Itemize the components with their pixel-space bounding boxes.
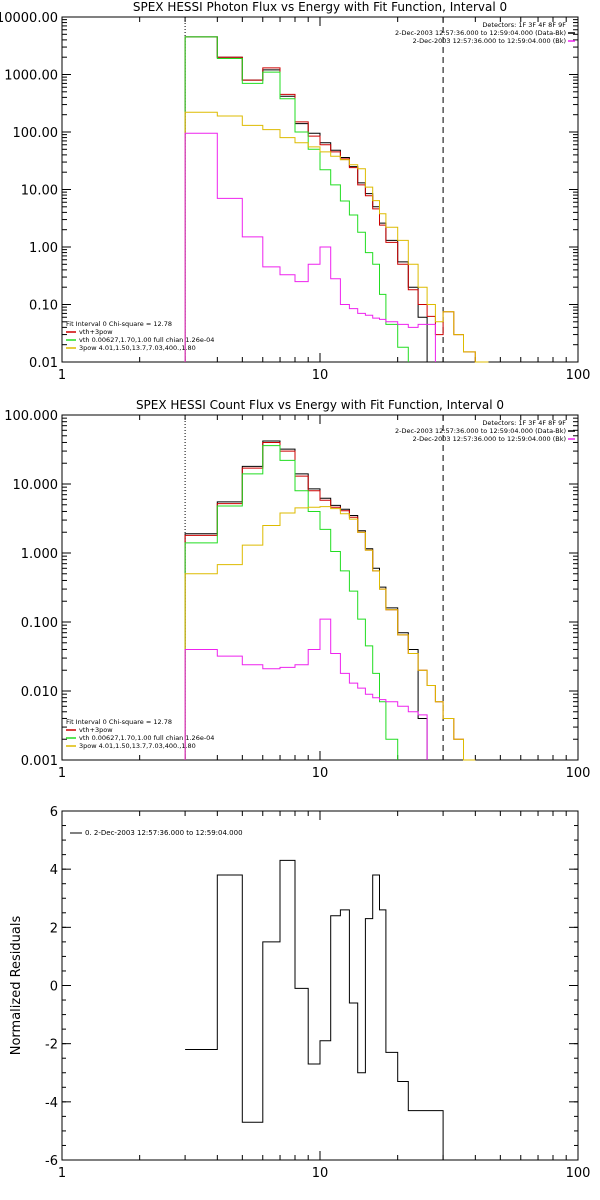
y-axis-label: Normalized Residuals bbox=[9, 916, 24, 1056]
residual-legend-label: 0. 2-Dec-2003 12:57:36.000 to 12:59:04.0… bbox=[85, 829, 243, 837]
y-tick-label: 10.000 bbox=[13, 478, 59, 493]
fit-legend-header: Fit Interval 0 Chi-square = 12.78 bbox=[66, 718, 172, 726]
y-tick-label: 0.100 bbox=[21, 616, 58, 631]
series-background-line bbox=[184, 132, 436, 362]
chart-panel-2: SPEX HESSI Count Flux vs Energy with Fit… bbox=[4, 398, 590, 781]
series-total-line bbox=[184, 36, 428, 362]
fit-legend-label: 3pow 4.01,1.50,13.7,7.03,400.,1.80 bbox=[79, 742, 196, 750]
chart-panel-3: 1 10 100 -6 -4 -2 0 2 4 6 Normalized Residuals 0. 2… bbox=[9, 805, 590, 1181]
series-3pow-line bbox=[184, 506, 476, 761]
y-tick-label: 100.00 bbox=[13, 126, 59, 141]
x-tick-label: 10 bbox=[312, 766, 329, 781]
y-tick-label: 100.000 bbox=[4, 409, 58, 424]
y-tick-label: 4 bbox=[50, 863, 58, 878]
y-tick-label: 1.00 bbox=[29, 241, 58, 256]
y-tick-label: 0.01 bbox=[29, 356, 58, 371]
y-tick-label: 0.10 bbox=[29, 299, 58, 314]
series-3pow-line bbox=[184, 111, 489, 363]
plot-frame bbox=[61, 414, 579, 761]
y-tick-label: 0.001 bbox=[21, 754, 58, 769]
y-tick-label: 0 bbox=[50, 980, 58, 995]
fit-legend-label: vth 0.00627,1.70,1.00 full chian 1.26e-0… bbox=[79, 734, 214, 742]
fit-legend-label: vth 0.00627,1.70,1.00 full chian 1.26e-0… bbox=[79, 336, 214, 344]
info-line: 2-Dec-2003 12:57:36.000 to 12:59:04.000 … bbox=[413, 435, 566, 443]
series-total-line bbox=[184, 440, 436, 761]
series-vth_plus_3pow-line bbox=[184, 442, 476, 761]
chart-title: SPEX HESSI Count Flux vs Energy with Fit… bbox=[136, 398, 504, 412]
series-vth-line bbox=[184, 36, 409, 362]
y-tick-label: 2 bbox=[50, 921, 58, 936]
y-tick-label: 10.00 bbox=[21, 184, 58, 199]
info-line: 2-Dec-2003 12:57:36.000 to 12:59:04.000 … bbox=[395, 427, 566, 435]
y-tick-label: 6 bbox=[50, 805, 58, 820]
series-background-line bbox=[184, 618, 428, 760]
series-total-line bbox=[185, 859, 444, 1160]
y-tick-label: 0.010 bbox=[21, 685, 58, 700]
chart-panel-1: SPEX HESSI Photon Flux vs Energy with Fi… bbox=[0, 0, 590, 383]
info-line: 2-Dec-2003 12:57:36.000 to 12:59:04.000 … bbox=[413, 37, 566, 45]
y-tick-label: 1.000 bbox=[21, 547, 58, 562]
x-tick-label: 100 bbox=[566, 766, 591, 781]
y-tick-label: -6 bbox=[45, 1154, 58, 1169]
x-tick-label: 10 bbox=[312, 368, 329, 383]
fit-legend-label: 3pow 4.01,1.50,13.7,7.03,400.,1.80 bbox=[79, 344, 196, 352]
y-tick-label: -2 bbox=[45, 1038, 58, 1053]
y-tick-label: -4 bbox=[45, 1096, 58, 1111]
x-tick-label: 100 bbox=[566, 368, 591, 383]
info-line: Detectors: 1F 3F 4F 8F 9F bbox=[482, 419, 566, 427]
fit-legend-label: vth+3pow bbox=[79, 328, 113, 336]
fit-legend-header: Fit Interval 0 Chi-square = 12.78 bbox=[66, 320, 172, 328]
chart-title: SPEX HESSI Photon Flux vs Energy with Fi… bbox=[133, 0, 507, 14]
x-tick-label: 10 bbox=[312, 1166, 329, 1181]
x-tick-label: 100 bbox=[566, 1166, 591, 1181]
x-tick-label: 1 bbox=[58, 368, 66, 383]
x-tick-label: 1 bbox=[58, 766, 66, 781]
plot-frame bbox=[61, 810, 579, 1161]
info-line: 2-Dec-2003 12:57:36.000 to 12:59:04.000 … bbox=[395, 29, 566, 37]
y-tick-label: 10000.00 bbox=[0, 11, 58, 26]
plot-frame bbox=[61, 16, 579, 363]
series-vth-line bbox=[184, 445, 399, 760]
x-tick-label: 1 bbox=[58, 1166, 66, 1181]
info-line: Detectors: 1F 3F 4F 8F 9F bbox=[482, 21, 566, 29]
y-tick-label: 1000.00 bbox=[4, 69, 58, 84]
fit-legend-label: vth+3pow bbox=[79, 726, 113, 734]
